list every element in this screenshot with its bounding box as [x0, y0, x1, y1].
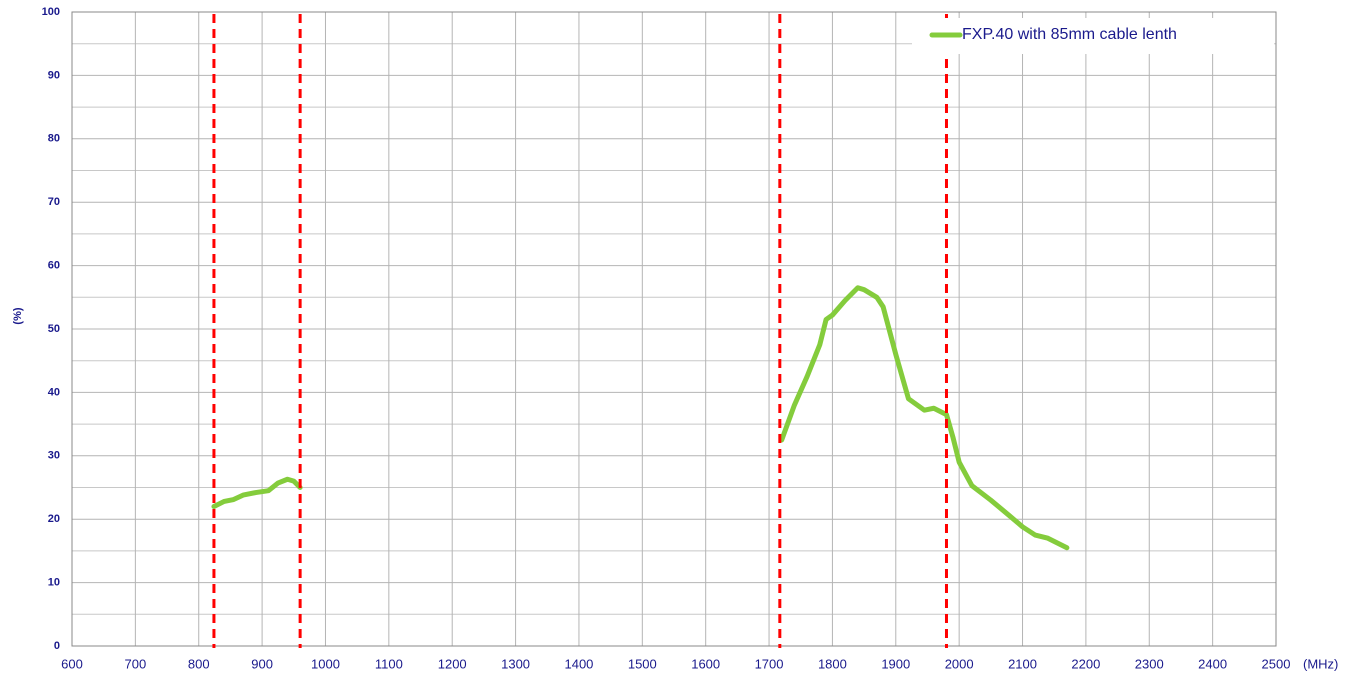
legend-label: FXP.40 with 85mm cable lenth	[962, 26, 1177, 43]
y-tick-label: 10	[48, 577, 60, 589]
y-tick-label: 60	[48, 260, 60, 272]
x-tick-label: 2000	[945, 656, 974, 671]
x-tick-label: 700	[125, 656, 147, 671]
y-tick-label: 0	[54, 640, 60, 652]
x-tick-label: 2500	[1262, 656, 1291, 671]
x-tick-label: 1300	[501, 656, 530, 671]
series-line	[211, 285, 1070, 551]
y-tick-label: 70	[48, 196, 60, 208]
x-tick-label: 2400	[1198, 656, 1227, 671]
x-tick-label: 1800	[818, 656, 847, 671]
x-tick-label: 1500	[628, 656, 657, 671]
x-tick-label: 1900	[881, 656, 910, 671]
x-tick-label: 1200	[438, 656, 467, 671]
x-unit-label: (MHz)	[1303, 656, 1338, 671]
x-tick-label: 1400	[564, 656, 593, 671]
legend-box	[912, 18, 1274, 54]
plot-border	[71, 11, 1277, 647]
y-tick-label: 90	[48, 69, 60, 81]
x-tick-label: 1100	[375, 656, 403, 671]
y-axis-label: (%)	[12, 307, 24, 324]
y-tick-label: 20	[48, 513, 60, 525]
x-tick-label: 900	[251, 656, 273, 671]
x-tick-label: 2300	[1135, 656, 1164, 671]
x-tick-label: 1000	[311, 656, 340, 671]
x-tick-label: 800	[188, 656, 210, 671]
y-tick-label: 50	[48, 323, 60, 335]
x-tick-label: 600	[61, 656, 83, 671]
y-tick-label: 30	[48, 450, 60, 462]
x-tick-label: 2100	[1008, 656, 1037, 671]
y-tick-label: 80	[48, 133, 60, 145]
x-tick-label: 1600	[691, 656, 720, 671]
x-tick-label: 1700	[755, 656, 784, 671]
x-tick-label: 2200	[1071, 656, 1100, 671]
y-tick-label: 100	[42, 6, 60, 18]
y-tick-label: 40	[48, 386, 60, 398]
